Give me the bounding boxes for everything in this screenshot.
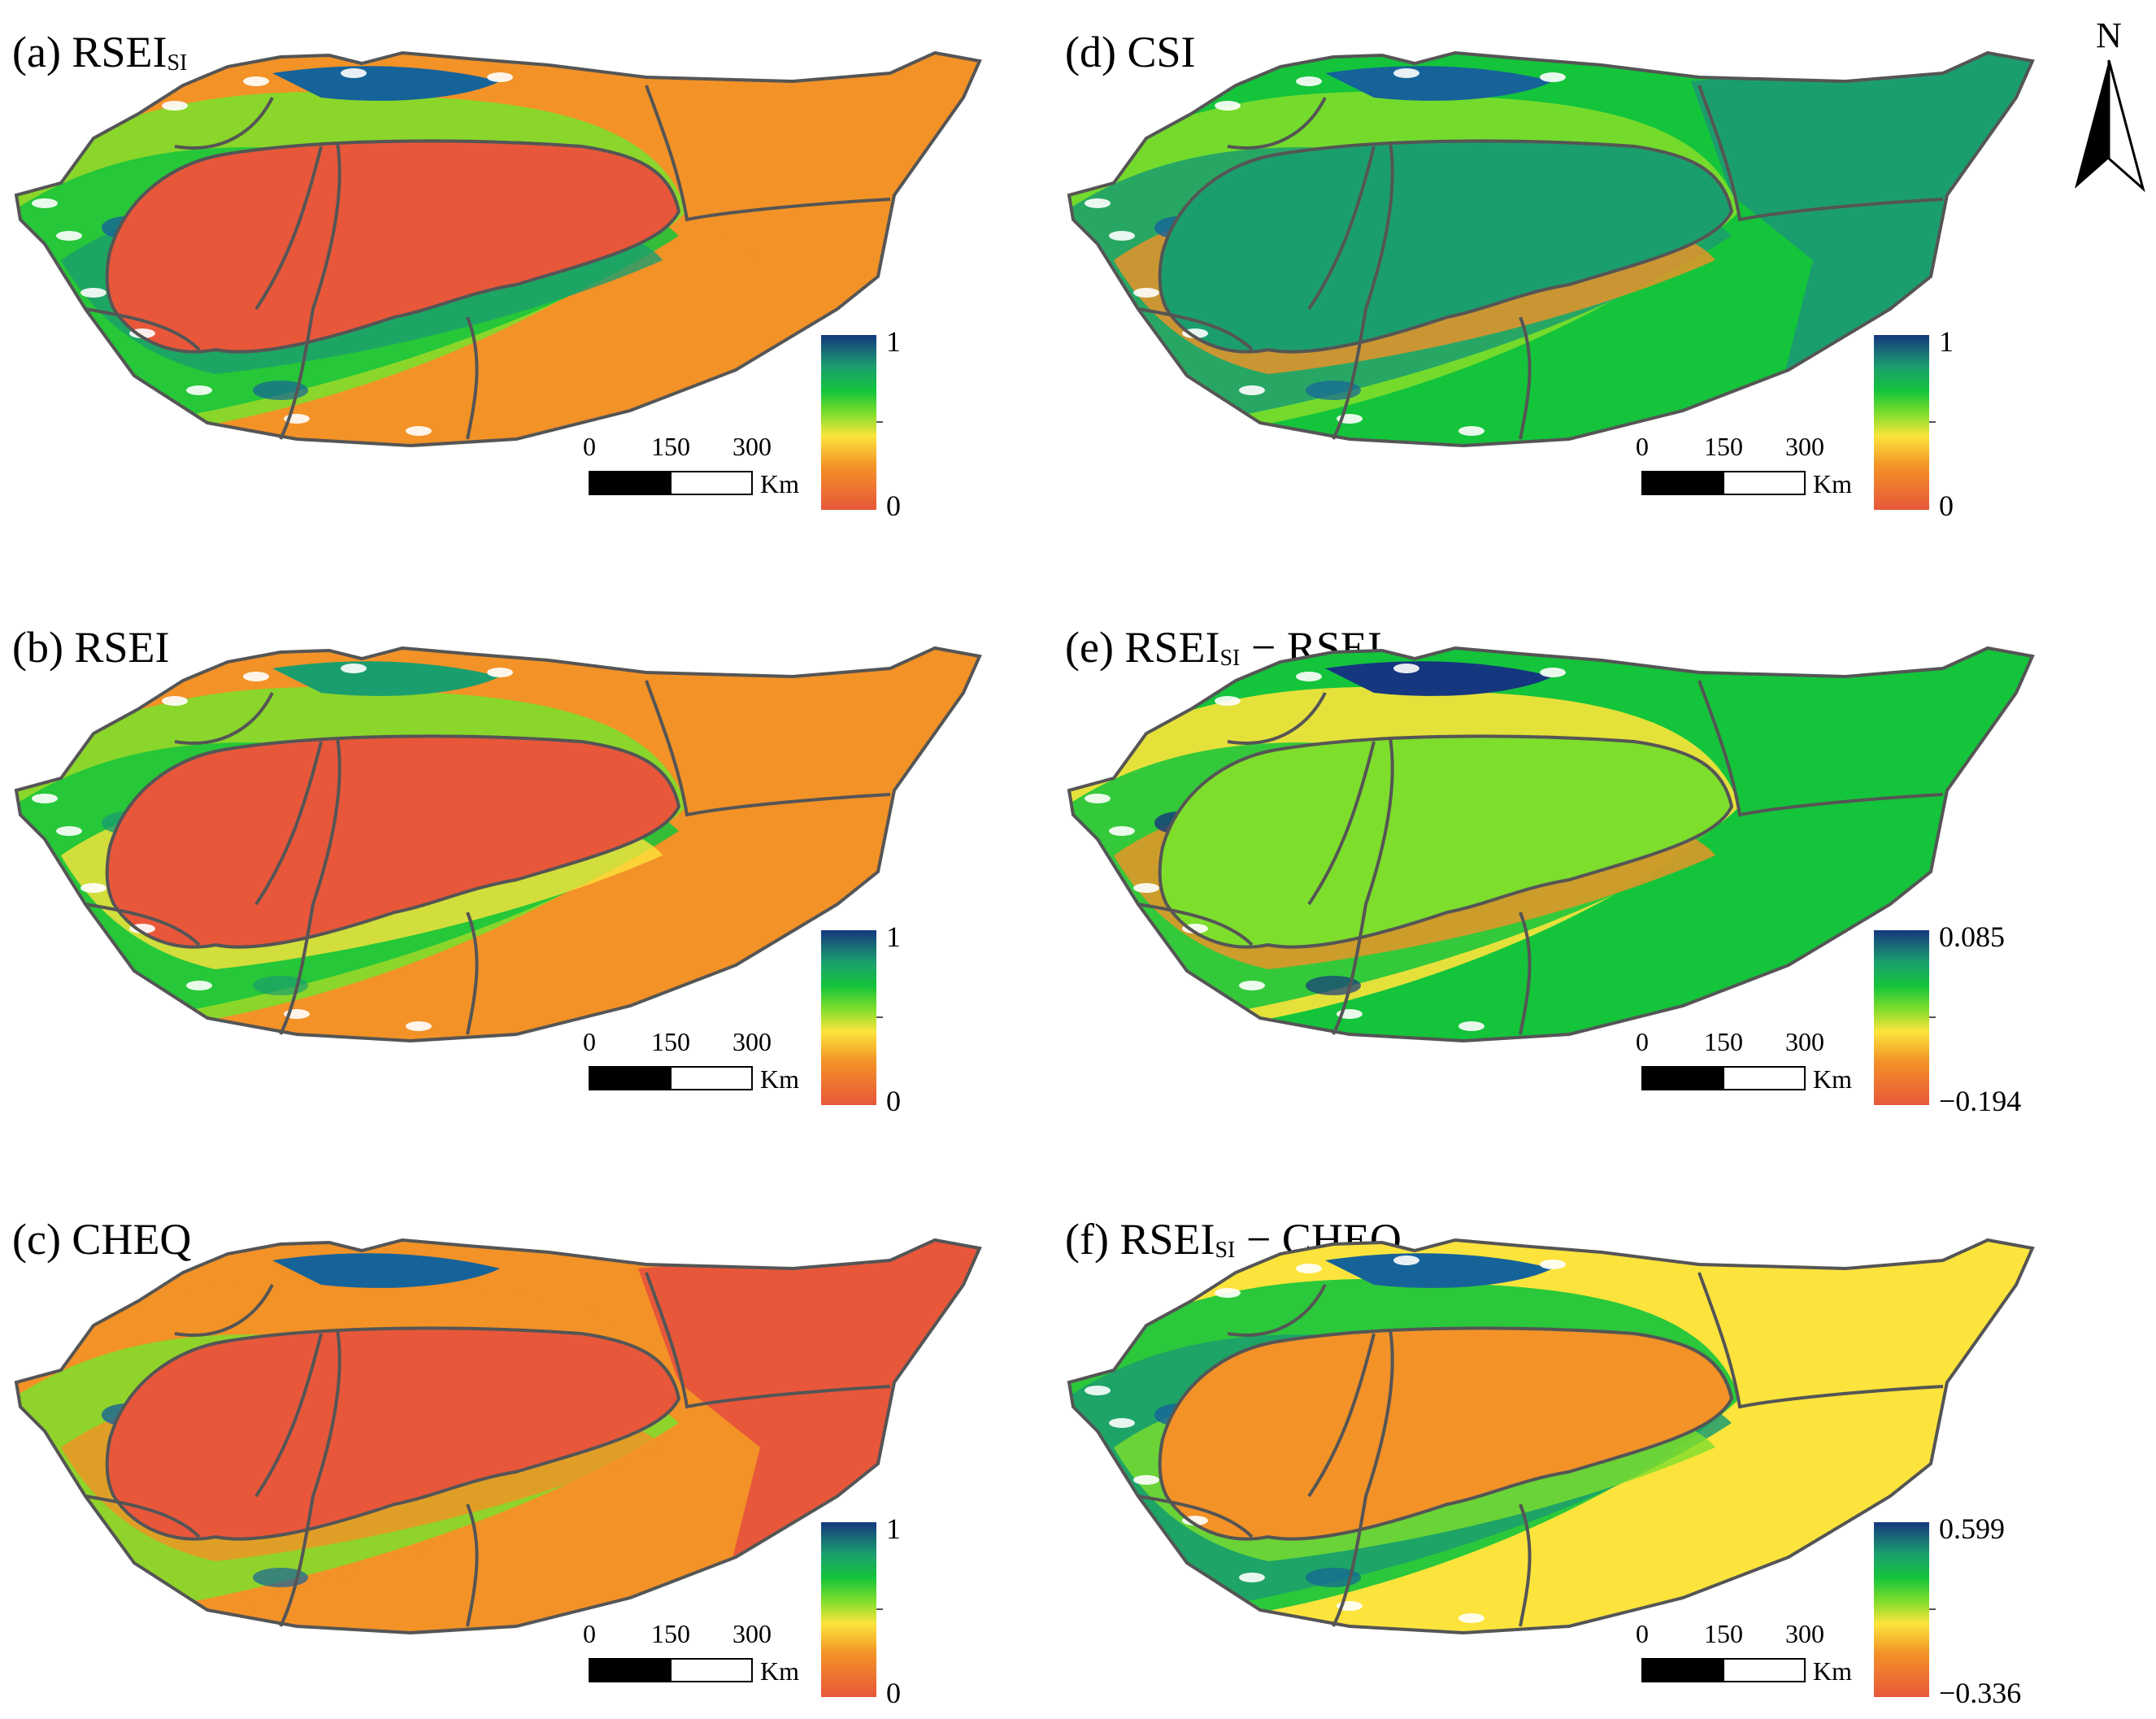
panel-title: (e) RSEISI − RSEI [1065,623,1382,672]
scale-unit: Km [1813,469,1852,498]
scale-unit: Km [1813,1064,1852,1094]
scale-tick-label: 0 [583,1619,596,1648]
scale-tick-label: 150 [651,1027,690,1056]
scale-bar: 0 150 300 Km [583,432,799,498]
scale-tick-label: 150 [1704,1619,1743,1648]
scale-bar: 0 150 300 Km [583,1027,799,1094]
scale-tick-label: 300 [1785,1619,1824,1648]
legend-max-label: 1 [886,325,901,358]
legend-min-label: 0 [886,1085,901,1117]
raster-map [1067,1238,2034,1634]
scale-tick-label: 300 [1785,1027,1824,1056]
scale-tick-label: 0 [1636,1027,1649,1056]
scale-tick-label: 300 [732,1027,772,1056]
legend-min-label: −0.336 [1939,1677,2021,1709]
scale-unit: Km [760,1656,799,1686]
color-legend: 0.085 −0.194 [1874,920,2021,1117]
panel-title: (d) CSI [1065,28,1196,76]
north-arrow-icon: N [2075,15,2145,193]
scale-tick-label: 300 [732,432,772,461]
color-legend: 10 [821,325,901,522]
color-legend: 10 [1874,325,1954,522]
scale-tick-label: 300 [1785,432,1824,461]
north-arrow-label: N [2096,15,2122,55]
scale-bar: 0 150 300 Km [1636,1619,1852,1686]
scale-bar: 0 150 300 Km [1636,432,1852,498]
legend-min-label: −0.194 [1939,1085,2021,1117]
scale-unit: Km [1813,1656,1852,1686]
scale-unit: Km [760,469,799,498]
scale-tick-label: 150 [1704,432,1743,461]
legend-max-label: 0.085 [1939,920,2005,953]
scale-bar: 0 150 300 Km [1636,1027,1852,1094]
legend-min-label: 0 [886,490,901,522]
scale-unit: Km [760,1064,799,1094]
legend-max-label: 0.599 [1939,1512,2005,1545]
scale-tick-label: 150 [651,1619,690,1648]
scale-tick-label: 0 [583,432,596,461]
panel-title: (b) RSEI [12,623,169,672]
scale-bar: 0 150 300 Km [583,1619,799,1686]
panel-title: (c) CHEQ [12,1215,191,1264]
color-legend: 10 [821,920,901,1117]
scale-tick-label: 0 [1636,432,1649,461]
scale-tick-label: 0 [583,1027,596,1056]
raster-map [15,51,981,447]
legend-max-label: 1 [886,1512,901,1545]
color-legend: 10 [821,1512,901,1709]
color-legend: 0.599 −0.336 [1874,1512,2021,1709]
raster-map [1067,646,2034,1042]
scale-tick-label: 300 [732,1619,772,1648]
map-panel-e: (e) RSEISI − RSEI 0 150 300 Km 0.085 −0.194 [1065,623,2034,1117]
panel-title: (a) RSEISI [12,28,187,76]
scale-tick-label: 150 [1704,1027,1743,1056]
scale-tick-label: 150 [651,432,690,461]
legend-max-label: 1 [886,920,901,953]
legend-max-label: 1 [1939,325,1954,358]
scale-tick-label: 0 [1636,1619,1649,1648]
legend-min-label: 0 [1939,490,1954,522]
legend-min-label: 0 [886,1677,901,1709]
